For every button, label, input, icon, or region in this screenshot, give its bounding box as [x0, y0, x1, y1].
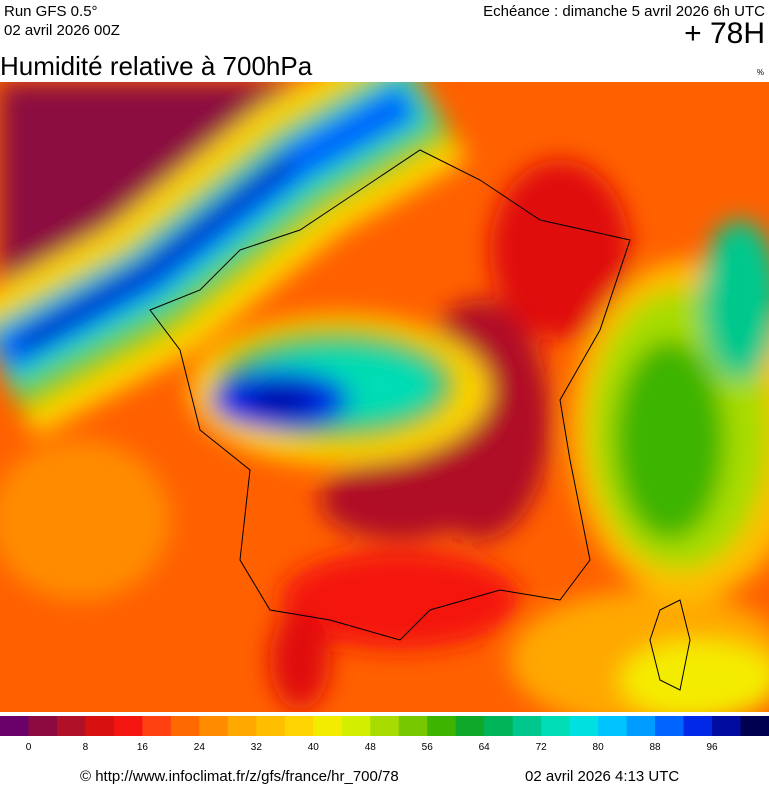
colorbar-tick-label: 88 — [650, 742, 662, 753]
colorbar-tick-label: 24 — [194, 742, 206, 753]
colorbar-cell — [740, 716, 769, 736]
colorbar-cell — [227, 716, 257, 736]
unit-label: % — [757, 68, 764, 77]
france-outline — [149, 149, 631, 641]
colorbar-cell — [455, 716, 485, 736]
colorbar-cell — [569, 716, 599, 736]
colorbar-cell — [199, 716, 229, 736]
colorbar-cell — [683, 716, 713, 736]
colorbar-cell — [284, 716, 314, 736]
colorbar-tick-label: 32 — [251, 742, 263, 753]
corsica-outline — [649, 599, 691, 691]
colorbar-tick-label: 16 — [137, 742, 149, 753]
colorbar-cell — [56, 716, 86, 736]
colorbar-cell — [626, 716, 656, 736]
colorbar: 0 8 16 24 32 40 48 56 64 72 80 88 96 — [0, 716, 769, 753]
colorbar-cell — [484, 716, 514, 736]
colorbar-cell — [256, 716, 286, 736]
colorbar-tick-label: 0 — [26, 742, 32, 753]
colorbar-cell — [598, 716, 628, 736]
colorbar-cell — [427, 716, 457, 736]
colorbar-cell — [170, 716, 200, 736]
run-date: 02 avril 2026 00Z — [4, 22, 120, 39]
colorbar-cell — [341, 716, 371, 736]
colorbar-tick-label: 48 — [365, 742, 377, 753]
colorbar-cell — [28, 716, 58, 736]
colorbar-cell — [655, 716, 685, 736]
colorbar-tick-label: 72 — [536, 742, 548, 753]
colorbar-tick-label: 40 — [308, 742, 320, 753]
lead-time: + 78H — [684, 17, 765, 50]
run-label: Run GFS 0.5° — [4, 3, 98, 20]
map-title: Humidité relative à 700hPa — [0, 51, 313, 81]
colorbar-cell — [313, 716, 343, 736]
source-credit: © http://www.infoclimat.fr/z/gfs/france/… — [80, 768, 399, 785]
issue-time: 02 avril 2026 4:13 UTC — [525, 768, 679, 785]
colorbar-tick-label: 64 — [479, 742, 491, 753]
colorbar-tick-label: 8 — [83, 742, 89, 753]
colorbar-cell — [142, 716, 172, 736]
colorbar-cell — [85, 716, 115, 736]
humidity-field — [0, 82, 769, 712]
colorbar-cell — [113, 716, 143, 736]
colorbar-cell — [712, 716, 742, 736]
colorbar-cell — [512, 716, 542, 736]
colorbar-tick-label: 80 — [593, 742, 605, 753]
echeance: Echéance : dimanche 5 avril 2026 6h UTC — [483, 3, 765, 20]
colorbar-cell — [398, 716, 428, 736]
colorbar-tick-label: 56 — [422, 742, 434, 753]
colorbar-cell — [541, 716, 571, 736]
colorbar-tick-label: 96 — [706, 742, 718, 753]
colorbar-cell — [370, 716, 400, 736]
colorbar-cell — [0, 716, 29, 736]
